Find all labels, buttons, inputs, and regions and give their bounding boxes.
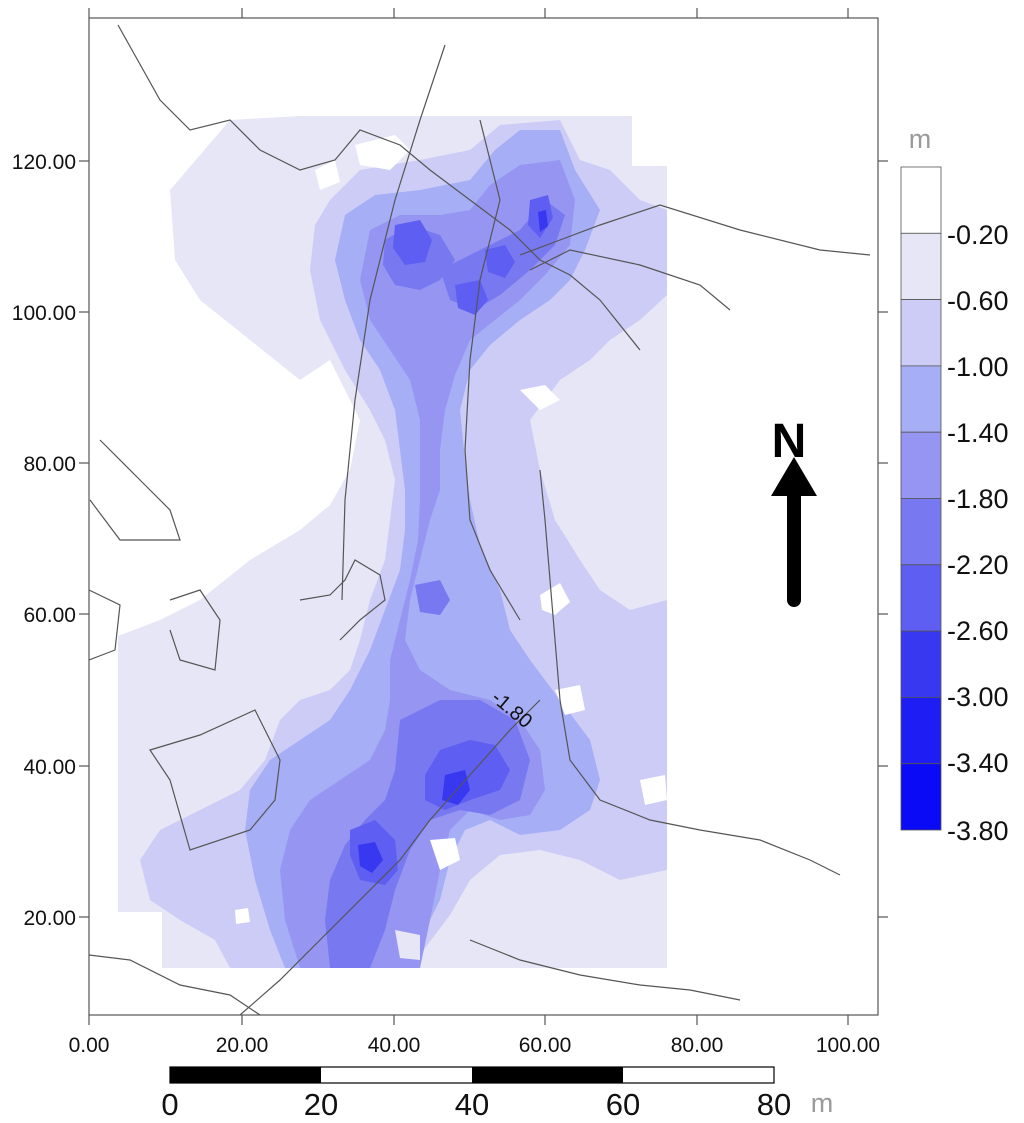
scale-label: 40 [455, 1087, 489, 1118]
scale-unit: m [811, 1088, 834, 1118]
x-tick-label: 40.00 [368, 1034, 421, 1057]
contour-map [118, 116, 667, 968]
x-tick-label: 0.00 [69, 1034, 110, 1057]
legend-label: -3.00 [947, 682, 1009, 712]
legend-swatch [900, 564, 942, 632]
legend-swatch [900, 299, 942, 367]
legend-swatch [900, 166, 942, 234]
scale-label: 80 [757, 1087, 791, 1118]
y-tick-label: 100.00 [12, 302, 76, 325]
y-axis-labels: 20.00 40.00 60.00 80.00 100.00 120.00 [12, 151, 76, 930]
x-tick-label: 60.00 [519, 1034, 572, 1057]
legend-swatch [900, 232, 942, 301]
plot-frame [88, 17, 879, 1016]
axis-ticks [79, 8, 888, 1025]
scale-label: 0 [161, 1087, 178, 1118]
north-arrow: N [771, 415, 817, 607]
legend-label: -1.00 [947, 352, 1009, 382]
site-outline-lines [89, 24, 871, 1015]
legend-swatches [900, 166, 942, 831]
legend-swatch [900, 498, 942, 566]
legend-label: -2.20 [947, 550, 1009, 580]
x-tick-label: 20.00 [216, 1034, 269, 1057]
x-tick-label: 80.00 [671, 1034, 724, 1057]
legend-swatch [900, 697, 942, 765]
y-tick-label: 120.00 [12, 151, 76, 174]
legend-swatch [900, 763, 942, 831]
legend-swatch [900, 431, 942, 499]
color-legend: m -0.20 -0.60 -1.00 -1.40 -1.80 -2.20 -2… [900, 124, 1009, 846]
legend-unit: m [909, 124, 932, 154]
scale-label: 20 [304, 1087, 338, 1118]
legend-label: -3.80 [947, 816, 1009, 846]
legend-swatch [900, 365, 942, 433]
legend-label: -3.40 [947, 748, 1009, 778]
high-pockets [200, 135, 667, 968]
scale-label: 60 [606, 1087, 640, 1118]
legend-swatch [900, 630, 942, 698]
legend-label: -0.60 [947, 286, 1009, 316]
legend-label: -1.80 [947, 484, 1009, 514]
legend-label: -0.20 [947, 220, 1009, 250]
legend-label: -2.60 [947, 616, 1009, 646]
legend-labels: -0.20 -0.60 -1.00 -1.40 -1.80 -2.20 -2.6… [947, 220, 1009, 846]
y-tick-label: 80.00 [23, 453, 76, 476]
contour-band-220 [350, 195, 553, 885]
legend-label: -1.40 [947, 418, 1009, 448]
x-tick-label: 100.00 [816, 1034, 880, 1057]
north-label: N [772, 415, 807, 468]
x-axis-labels: 0.00 20.00 40.00 60.00 80.00 100.00 [69, 1034, 881, 1057]
y-tick-label: 60.00 [23, 604, 76, 627]
y-tick-label: 40.00 [23, 756, 76, 779]
scale-bar: 0 20 40 60 80 m [161, 1066, 834, 1122]
y-tick-label: 20.00 [23, 907, 76, 930]
